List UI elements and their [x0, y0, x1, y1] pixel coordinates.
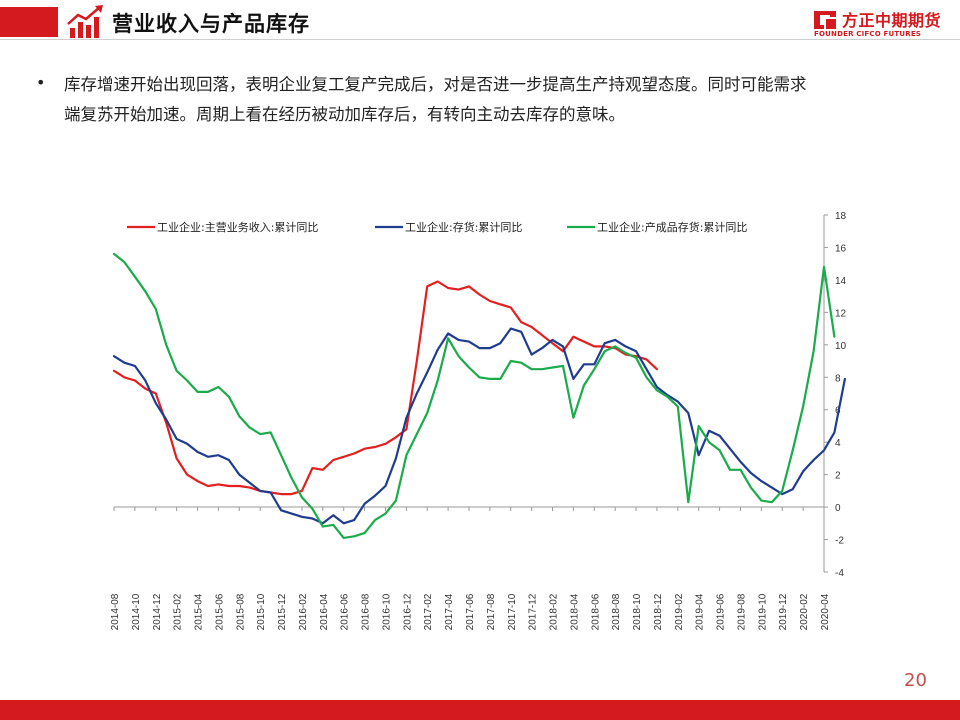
- company-logo: 方正中期期货 FOUNDER CIFCO FUTURES: [812, 6, 952, 42]
- x-tick-label: 2015-02: [173, 593, 184, 630]
- x-tick-label: 2016-06: [340, 593, 351, 630]
- y-tick-label: 12: [835, 308, 847, 319]
- bullet-paragraph: 库存增速开始出现回落，表明企业复工复产完成后，对是否进一步提高生产持观望态度。同…: [64, 70, 924, 130]
- bullet-line-1: 库存增速开始出现回落，表明企业复工复产完成后，对是否进一步提高生产持观望态度。同…: [64, 75, 807, 94]
- page-number: 20: [904, 670, 927, 691]
- header-red-block: [0, 7, 58, 37]
- series-line-1: [112, 280, 659, 496]
- x-tick-label: 2019-10: [757, 593, 768, 630]
- x-tick-label: 2017-08: [486, 593, 497, 630]
- y-tick-label: 8: [835, 373, 841, 384]
- y-tick-label: 18: [835, 211, 847, 222]
- growth-chart-icon: [67, 5, 103, 38]
- x-tick-label: 2014-10: [131, 593, 142, 630]
- y-tick-label: 16: [835, 243, 847, 254]
- x-tick-label: 2020-04: [820, 593, 831, 630]
- x-tick-label: 2018-06: [590, 593, 601, 630]
- x-tick-label: 2018-08: [611, 593, 622, 630]
- y-tick-label: 10: [835, 341, 847, 352]
- header-divider: [0, 39, 960, 40]
- x-tick-label: 2018-02: [549, 593, 560, 630]
- x-tick-label: 2018-04: [569, 593, 580, 630]
- legend-label-1: 工业企业:主营业务收入:累计同比: [157, 220, 318, 234]
- y-tick-label: 14: [835, 276, 847, 287]
- x-tick-label: 2019-08: [736, 593, 747, 630]
- y-tick-label: 4: [835, 438, 841, 449]
- x-tick-label: 2016-02: [298, 593, 309, 630]
- logo-text-en: FOUNDER CIFCO FUTURES: [814, 30, 922, 38]
- x-tick-label: 2019-12: [778, 593, 789, 630]
- y-tick-label: -2: [835, 536, 844, 547]
- series-line-2: [112, 327, 847, 525]
- x-tick-label: 2015-04: [194, 593, 205, 630]
- bullet-line-2: 端复苏开始加速。周期上看在经历被动加库存后，有转向主动去库存的意味。: [64, 105, 625, 124]
- page-title: 营业收入与产品库存: [112, 12, 310, 36]
- x-tick-label: 2016-04: [319, 593, 330, 630]
- x-tick-label: 2015-12: [277, 593, 288, 630]
- x-tick-label: 2015-06: [214, 593, 225, 630]
- x-tick-label: 2015-08: [235, 593, 246, 630]
- y-tick-label: 2: [835, 471, 841, 482]
- x-tick-label: 2018-12: [653, 593, 664, 630]
- x-tick-label: 2017-10: [507, 593, 518, 630]
- x-tick-label: 2020-02: [799, 593, 810, 630]
- x-tick-label: 2017-06: [465, 593, 476, 630]
- x-tick-label: 2016-08: [361, 593, 372, 630]
- x-tick-label: 2017-12: [528, 593, 539, 630]
- x-tick-label: 2016-12: [402, 593, 413, 630]
- x-tick-label: 2016-10: [381, 593, 392, 630]
- x-tick-label: 2014-12: [152, 593, 163, 630]
- x-tick-label: 2014-08: [110, 593, 121, 630]
- y-tick-label: 0: [835, 503, 841, 514]
- legend-label-2: 工业企业:存货:累计同比: [405, 220, 522, 234]
- series-line-3: [112, 252, 836, 540]
- founder-logo-icon: [814, 11, 836, 29]
- x-tick-label: 2019-06: [716, 593, 727, 630]
- footer-red-bar: [0, 700, 960, 720]
- x-tick-label: 2018-10: [632, 593, 643, 630]
- x-tick-label: 2019-02: [674, 593, 685, 630]
- x-tick-label: 2019-04: [695, 593, 706, 630]
- x-tick-label: 2015-10: [256, 593, 267, 630]
- y-tick-label: -4: [835, 568, 844, 579]
- x-tick-label: 2017-04: [444, 593, 455, 630]
- legend-label-3: 工业企业:产成品存货:累计同比: [597, 220, 747, 234]
- x-tick-label: 2017-02: [423, 593, 434, 630]
- logo-text-cn: 方正中期期货: [842, 11, 942, 30]
- bullet-marker: •: [36, 73, 46, 92]
